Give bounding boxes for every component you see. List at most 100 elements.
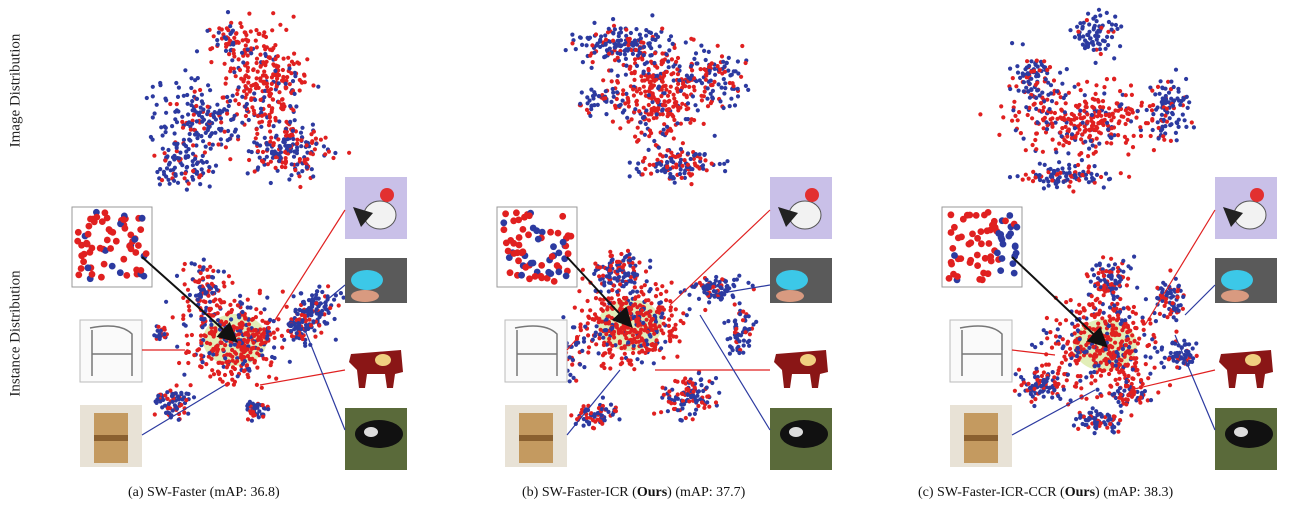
scatter-point (702, 152, 707, 157)
scatter-point (1134, 326, 1139, 331)
scatter-point (1086, 33, 1091, 38)
scatter-point (1170, 301, 1175, 306)
scatter-point (274, 133, 279, 138)
scatter-point (1057, 334, 1062, 339)
scatter-point (299, 138, 304, 143)
zoom-point (120, 216, 127, 224)
scatter-point (182, 410, 187, 415)
scatter-point (1121, 306, 1126, 311)
scatter-point (611, 38, 616, 43)
scatter-point (618, 38, 624, 43)
scatter-point (1024, 65, 1029, 70)
scatter-point (1159, 286, 1164, 291)
scatter-point (636, 323, 641, 328)
scatter-point (293, 74, 298, 79)
scatter-point (717, 67, 723, 72)
scatter-point (299, 80, 304, 85)
scatter-point (1121, 258, 1126, 263)
scatter-point (1114, 349, 1119, 355)
scatter-point (240, 120, 245, 125)
scatter-point (215, 311, 220, 316)
scatter-point (308, 151, 313, 156)
scatter-point (1173, 341, 1178, 346)
scatter-point (265, 333, 270, 338)
scatter-point (1109, 35, 1115, 40)
scatter-point (1017, 110, 1022, 115)
scatter-point (214, 287, 220, 292)
scatter-point (693, 152, 698, 157)
thumbnail-cow-photo (345, 408, 407, 470)
scatter-point (253, 136, 258, 141)
scatter-point (1063, 357, 1068, 362)
scatter-point (620, 307, 625, 312)
scatter-point (1037, 177, 1043, 183)
scatter-point (731, 84, 736, 89)
thumbnail-chair-photo (80, 405, 142, 467)
scatter-point (1117, 279, 1122, 284)
scatter-point (309, 313, 314, 318)
scatter-point (1029, 87, 1034, 92)
scatter-point (666, 323, 672, 328)
scatter-point (1173, 67, 1179, 72)
scatter-point (1109, 126, 1114, 131)
scatter-point (1094, 37, 1099, 42)
scatter-point (625, 47, 631, 52)
scatter-point (277, 119, 282, 124)
zoom-point (120, 255, 128, 263)
scatter-point (1032, 403, 1037, 409)
scatter-point (687, 292, 692, 297)
scatter-point (1087, 337, 1092, 342)
scatter-point (1042, 162, 1047, 167)
scatter-point (671, 64, 676, 69)
scatter-point (1178, 102, 1183, 107)
scatter-point (259, 348, 264, 353)
scatter-point (601, 335, 606, 340)
scatter-point (1094, 136, 1099, 141)
scatter-point (1068, 398, 1073, 403)
scatter-point (598, 297, 603, 302)
scatter-point (246, 333, 251, 338)
scatter-point (174, 149, 179, 154)
scatter-point (1024, 85, 1029, 90)
zoom-point (987, 257, 995, 265)
scatter-point (636, 316, 641, 321)
scatter-point (628, 263, 633, 268)
scatter-point (615, 90, 620, 95)
scatter-image-a (144, 10, 352, 192)
scatter-point (581, 339, 587, 344)
scatter-point (655, 169, 660, 174)
scatter-point (601, 273, 606, 278)
scatter-point (633, 47, 639, 53)
scatter-point (1058, 130, 1063, 135)
scatter-point (1036, 73, 1041, 79)
scatter-point (636, 161, 641, 166)
scatter-point (1074, 417, 1079, 422)
scatter-point (1112, 262, 1118, 267)
scatter-point (214, 344, 219, 349)
scatter-point (1057, 175, 1062, 180)
scatter-point (579, 90, 584, 95)
scatter-point (1044, 362, 1049, 367)
scatter-point (1093, 14, 1098, 19)
scatter-point (1160, 298, 1165, 303)
zoom-point (525, 212, 533, 220)
scatter-point (1155, 285, 1160, 290)
scatter-point (1037, 68, 1042, 73)
scatter-point (194, 143, 199, 148)
scatter-point (673, 322, 678, 327)
scatter-point (1155, 349, 1160, 354)
scatter-point (649, 301, 654, 306)
scatter-point (255, 131, 260, 136)
scatter-point (717, 279, 722, 285)
scatter-point (1101, 293, 1106, 298)
scatter-point (1185, 105, 1190, 110)
scatter-point (1176, 284, 1181, 289)
scatter-point (629, 362, 634, 367)
scatter-point (246, 366, 252, 371)
scatter-point (1053, 120, 1058, 125)
scatter-point (657, 112, 662, 117)
scatter-point (1175, 354, 1180, 359)
scatter-point (690, 94, 696, 99)
scatter-point (326, 310, 331, 315)
scatter-point (646, 102, 651, 108)
